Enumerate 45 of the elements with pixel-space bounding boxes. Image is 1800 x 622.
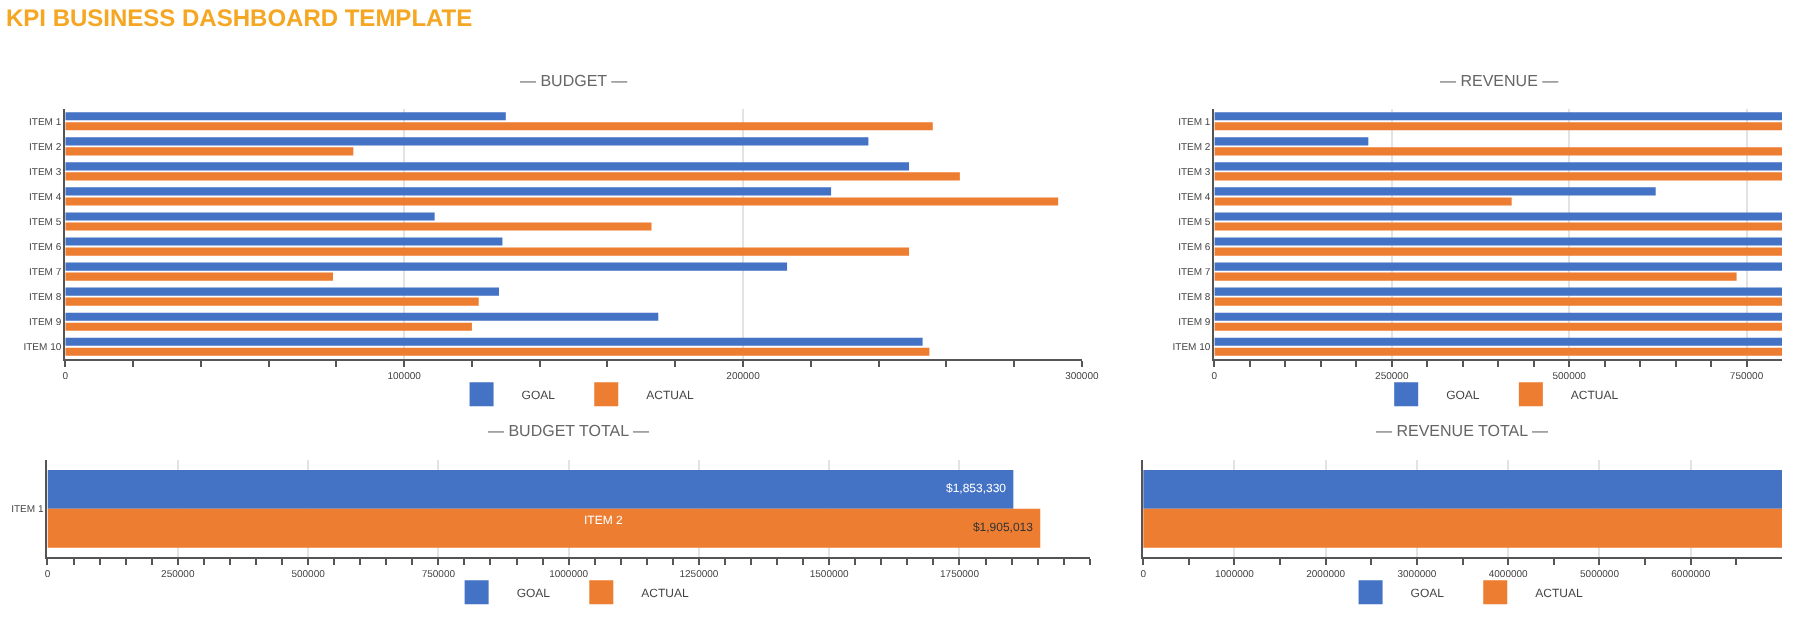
bar xyxy=(65,347,930,356)
bar xyxy=(65,312,659,321)
bar xyxy=(65,122,933,131)
chart-title: — BUDGET TOTAL — xyxy=(488,422,649,440)
bar xyxy=(65,147,354,156)
bar xyxy=(1214,212,1782,221)
bar xyxy=(65,197,1059,206)
bar xyxy=(1214,122,1782,131)
bar xyxy=(1214,222,1782,231)
bar xyxy=(65,287,500,296)
bar xyxy=(1214,237,1782,246)
bar xyxy=(1214,147,1782,156)
bar xyxy=(1214,162,1782,171)
bar xyxy=(65,222,652,231)
bar xyxy=(65,322,472,331)
bar xyxy=(65,262,788,271)
bar xyxy=(65,272,333,281)
bar xyxy=(65,162,910,171)
chart-title: — REVENUE — xyxy=(1440,72,1559,90)
chart-title: — REVENUE TOTAL — xyxy=(1376,422,1548,440)
bar xyxy=(1214,272,1737,281)
bar xyxy=(1214,287,1782,296)
bar xyxy=(65,172,960,181)
bar xyxy=(65,137,869,146)
bar xyxy=(1214,262,1782,271)
bar xyxy=(65,337,923,346)
bar xyxy=(65,237,503,246)
bar xyxy=(65,212,435,221)
bar xyxy=(1214,137,1369,146)
bar xyxy=(1214,347,1782,356)
bar xyxy=(65,112,506,121)
bar xyxy=(1214,337,1782,346)
bar xyxy=(1214,312,1782,321)
bar xyxy=(1214,172,1782,181)
bar xyxy=(1214,197,1512,206)
bar xyxy=(1214,112,1782,121)
bar xyxy=(65,297,479,306)
text: KPI BUSINESS DASHBOARD TEMPLATE xyxy=(6,4,473,32)
bar xyxy=(1214,322,1782,331)
bar xyxy=(1214,247,1782,256)
bar xyxy=(65,247,910,256)
bar xyxy=(65,187,832,196)
bar xyxy=(1214,297,1782,306)
bar xyxy=(1214,187,1656,196)
chart-title: — BUDGET — xyxy=(520,72,628,90)
